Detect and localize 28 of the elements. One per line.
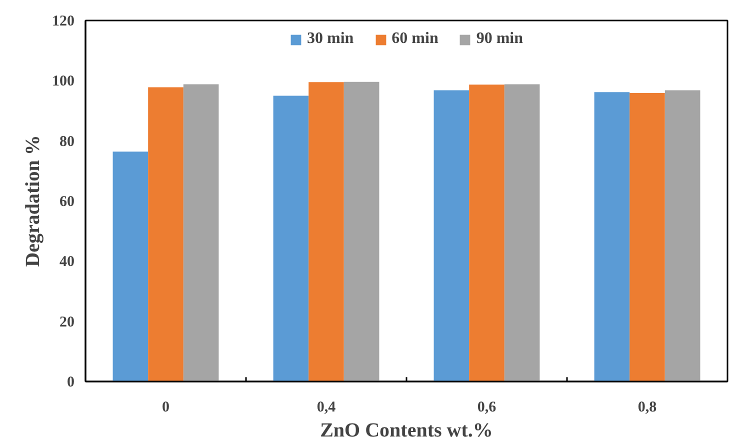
- y-tick-label: 80: [60, 134, 74, 150]
- bar: [504, 84, 540, 382]
- x-tick-label: 0,6: [477, 400, 497, 416]
- y-tick-label: 0: [67, 374, 74, 390]
- bar: [273, 96, 309, 382]
- y-tick-label: 120: [52, 14, 74, 30]
- y-tick-label: 100: [52, 74, 74, 90]
- x-tick-label: 0,8: [638, 400, 657, 416]
- bar: [594, 92, 630, 382]
- x-tick-label: 0: [162, 400, 170, 416]
- legend-label: 60 min: [392, 30, 438, 48]
- legend-label: 90 min: [476, 30, 524, 48]
- x-axis-title: ZnO Contents wt.%: [320, 420, 493, 442]
- bar: [434, 90, 470, 382]
- y-tick-label: 60: [60, 194, 74, 210]
- x-tick-label: 0,4: [316, 400, 336, 416]
- bar: [308, 82, 344, 382]
- bar: [630, 93, 665, 382]
- bar: [183, 84, 219, 382]
- bar: [469, 84, 504, 382]
- bar: [664, 90, 700, 382]
- y-tick-label: 40: [60, 254, 74, 270]
- y-axis-title: Degradation %: [22, 135, 44, 267]
- legend-label: 30 min: [306, 30, 354, 48]
- bar: [112, 152, 148, 382]
- bar: [344, 82, 380, 382]
- y-tick-label: 20: [60, 314, 74, 330]
- bar: [148, 87, 184, 382]
